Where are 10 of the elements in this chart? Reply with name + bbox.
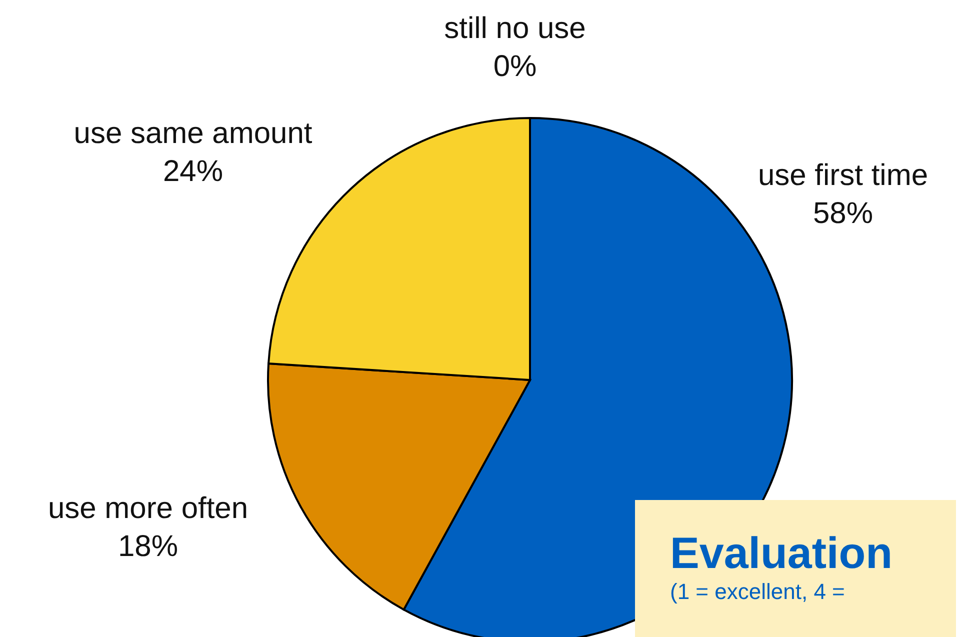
data-label: 18% [118, 530, 178, 563]
category-label: still no use [444, 12, 586, 45]
text: Evaluation [670, 529, 894, 578]
data-label: 58% [812, 197, 874, 230]
slice-label: use same amount [74, 117, 313, 150]
slice-label: use first time [758, 159, 928, 192]
text: (1 = excellent, 4 = [670, 578, 846, 606]
data-label: 24% [162, 155, 224, 188]
text: 0% [493, 50, 537, 83]
slice-label: use more often [48, 492, 248, 525]
